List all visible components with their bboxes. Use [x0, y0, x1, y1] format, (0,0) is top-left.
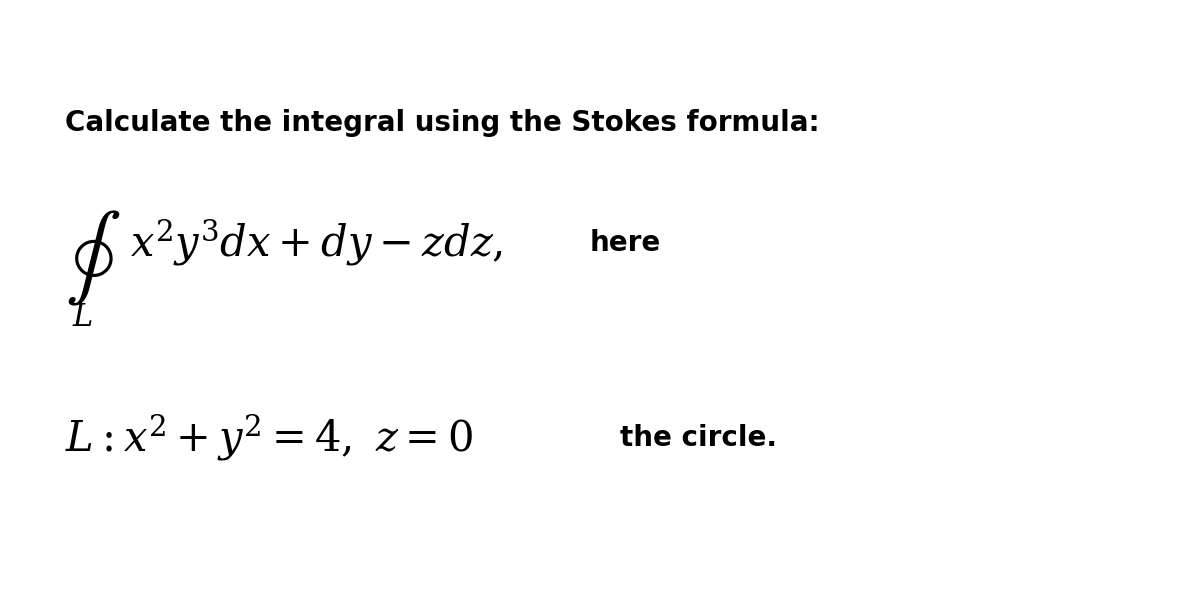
- Text: $x^2y^3dx + dy - zdz,$: $x^2y^3dx + dy - zdz,$: [130, 218, 503, 268]
- Text: $L: x^2 + y^2 = 4,\ z = 0$: $L: x^2 + y^2 = 4,\ z = 0$: [65, 413, 473, 463]
- Text: $L$: $L$: [72, 303, 92, 332]
- Text: here: here: [590, 229, 661, 257]
- Text: Calculate the integral using the Stokes formula:: Calculate the integral using the Stokes …: [65, 109, 820, 137]
- Text: $\oint$: $\oint$: [65, 208, 120, 308]
- Text: the circle.: the circle.: [620, 424, 778, 452]
